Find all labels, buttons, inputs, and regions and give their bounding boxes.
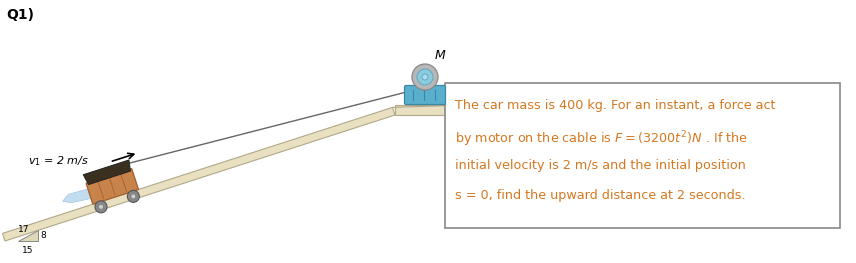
- Text: 15: 15: [22, 246, 33, 255]
- Text: Q1): Q1): [6, 8, 34, 22]
- Circle shape: [417, 69, 433, 85]
- FancyBboxPatch shape: [445, 83, 840, 228]
- Polygon shape: [83, 160, 130, 185]
- Circle shape: [95, 201, 107, 213]
- Circle shape: [131, 194, 136, 199]
- Text: The car mass is 400 kg. For an instant, a force act: The car mass is 400 kg. For an instant, …: [455, 99, 776, 112]
- Text: 8: 8: [40, 231, 45, 240]
- Text: 17: 17: [18, 225, 30, 234]
- Polygon shape: [3, 107, 395, 241]
- Polygon shape: [62, 189, 91, 203]
- Polygon shape: [395, 105, 465, 115]
- Circle shape: [128, 190, 140, 203]
- FancyBboxPatch shape: [405, 85, 445, 104]
- Circle shape: [412, 64, 438, 90]
- Text: $v_1$ = 2 m/s: $v_1$ = 2 m/s: [28, 154, 89, 168]
- Text: s = 0, find the upward distance at 2 seconds.: s = 0, find the upward distance at 2 sec…: [455, 189, 746, 202]
- Text: by motor on the cable is $F = (3200t^2)N$ . If the: by motor on the cable is $F = (3200t^2)N…: [455, 129, 748, 149]
- Circle shape: [98, 204, 104, 209]
- Text: initial velocity is 2 m/s and the initial position: initial velocity is 2 m/s and the initia…: [455, 159, 746, 172]
- Polygon shape: [18, 230, 38, 241]
- Circle shape: [422, 74, 428, 80]
- Text: M: M: [435, 49, 446, 62]
- Polygon shape: [86, 169, 139, 204]
